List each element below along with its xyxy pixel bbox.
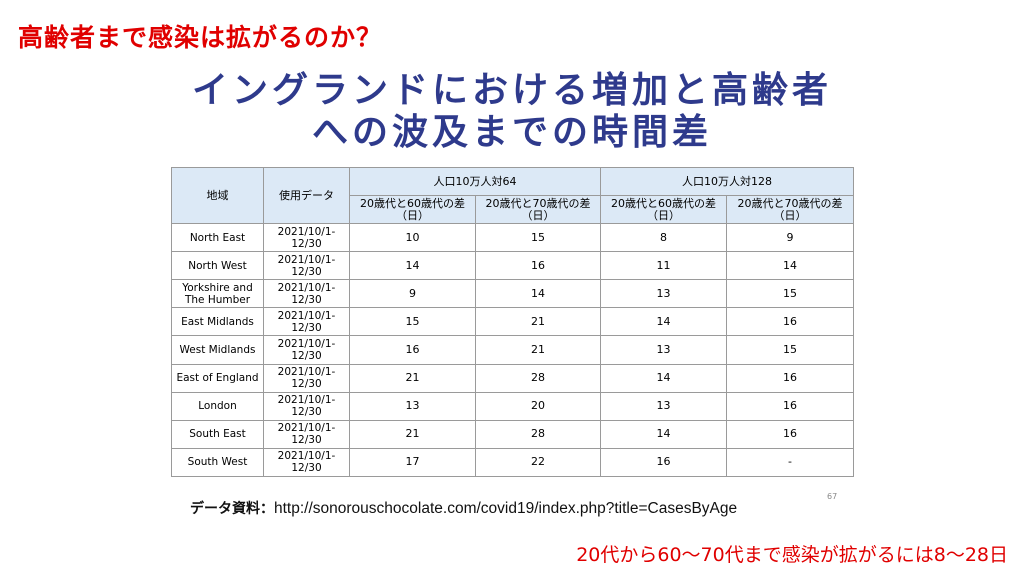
period-cell: 2021/10/1-12/30	[263, 251, 350, 281]
diff-128-60-cell: 8	[600, 222, 727, 253]
diff-64-60-cell: 21	[349, 363, 476, 393]
table-row: North East 2021/10/1-12/30 10 15 8 9	[171, 222, 854, 253]
table-row: Yorkshire and The Humber 2021/10/1-12/30 9…	[171, 279, 854, 309]
main-heading: イングランドにおける増加と高齢者 への波及までの時間差	[0, 70, 1024, 154]
header-group-128: 人口10万人対128	[600, 167, 854, 196]
table-row: West Midlands 2021/10/1-12/30 16 21 13 15	[171, 335, 854, 365]
diff-128-70-cell: 9	[726, 222, 854, 253]
diff-64-70-cell: 20	[475, 391, 601, 421]
data-table-container: 地域 使用データ 人口10万人対64 人口10万人対128 20歳代と60歳代の…	[171, 167, 854, 478]
diff-128-70-cell: 16	[726, 363, 854, 393]
region-cell: North West	[171, 251, 264, 281]
table-body: North East 2021/10/1-12/30 10 15 8 9 North Wes…	[171, 222, 854, 478]
diff-64-60-cell: 13	[349, 391, 476, 421]
diff-64-60-cell: 15	[349, 307, 476, 337]
diff-64-60-cell: 9	[349, 279, 476, 309]
source-citation: データ資料：http://sonorouschocolate.com/covid…	[190, 498, 737, 518]
diff-128-60-cell: 13	[600, 391, 727, 421]
diff-128-70-cell: 16	[726, 391, 854, 421]
region-cell: South West	[171, 447, 264, 478]
diff-64-70-cell: 28	[475, 419, 601, 449]
diff-128-60-cell: 16	[600, 447, 727, 478]
diff-128-60-cell: 14	[600, 363, 727, 393]
region-cell: West Midlands	[171, 335, 264, 365]
table-row: East of England 2021/10/1-12/30 21 28 14 16	[171, 363, 854, 393]
period-cell: 2021/10/1-12/30	[263, 391, 350, 421]
diff-128-70-cell: 16	[726, 419, 854, 449]
region-cell: South East	[171, 419, 264, 449]
header-period: 使用データ	[263, 167, 350, 224]
period-cell: 2021/10/1-12/30	[263, 335, 350, 365]
diff-64-60-cell: 17	[349, 447, 476, 478]
source-url: http://sonorouschocolate.com/covid19/ind…	[274, 500, 738, 517]
diff-128-60-cell: 14	[600, 307, 727, 337]
source-label: データ資料：	[190, 501, 274, 517]
region-cell: East Midlands	[171, 307, 264, 337]
header-diff-70: 20歳代と70歳代の差（日）	[726, 195, 854, 224]
table-row: South East 2021/10/1-12/30 21 28 14 16	[171, 419, 854, 449]
diff-64-70-cell: 21	[475, 335, 601, 365]
period-cell: 2021/10/1-12/30	[263, 363, 350, 393]
diff-128-60-cell: 11	[600, 251, 727, 281]
region-cell: North East	[171, 222, 264, 253]
page-number: 67	[827, 492, 838, 501]
region-cell: London	[171, 391, 264, 421]
main-heading-line-1: イングランドにおける増加と高齢者	[191, 70, 832, 111]
diff-64-70-cell: 16	[475, 251, 601, 281]
diff-128-70-cell: 15	[726, 279, 854, 309]
table-row: North West 2021/10/1-12/30 14 16 11 14	[171, 251, 854, 281]
conclusion-text: 20代から60～70代まで感染が拡がるには8～28日	[576, 544, 1008, 566]
table-row: East Midlands 2021/10/1-12/30 15 21 14 16	[171, 307, 854, 337]
age-gap-table: 地域 使用データ 人口10万人対64 人口10万人対128 20歳代と60歳代の…	[171, 167, 854, 478]
diff-64-60-cell: 16	[349, 335, 476, 365]
table-row: South West 2021/10/1-12/30 17 22 16-	[171, 447, 854, 478]
diff-64-70-cell: 15	[475, 222, 601, 253]
diff-128-60-cell: 13	[600, 279, 727, 309]
diff-64-70-cell: 22	[475, 447, 601, 478]
main-heading-line-2: への波及までの時間差	[311, 112, 712, 153]
period-cell: 2021/10/1-12/30	[263, 419, 350, 449]
diff-128-60-cell: 13	[600, 335, 727, 365]
diff-64-70-cell: 28	[475, 363, 601, 393]
region-cell: East of England	[171, 363, 264, 393]
diff-128-70-cell: 14	[726, 251, 854, 281]
region-cell: Yorkshire and The Humber	[171, 279, 264, 309]
table-row: London 2021/10/1-12/30 13 20 13 16	[171, 391, 854, 421]
period-cell: 2021/10/1-12/30	[263, 222, 350, 253]
diff-128-70-cell: 16	[726, 307, 854, 337]
diff-64-60-cell: 14	[349, 251, 476, 281]
period-cell: 2021/10/1-12/30	[263, 447, 350, 478]
header-diff-60: 20歳代と60歳代の差（日）	[600, 195, 727, 224]
diff-64-70-cell: 21	[475, 307, 601, 337]
diff-64-70-cell: 14	[475, 279, 601, 309]
header-diff-60: 20歳代と60歳代の差（日）	[349, 195, 476, 224]
diff-128-70-cell: -	[726, 447, 854, 478]
header-diff-70: 20歳代と70歳代の差（日）	[475, 195, 601, 224]
header-group-64: 人口10万人対64	[349, 167, 601, 196]
diff-64-60-cell: 21	[349, 419, 476, 449]
header-region: 地域	[171, 167, 264, 224]
diff-128-70-cell: 15	[726, 335, 854, 365]
period-cell: 2021/10/1-12/30	[263, 279, 350, 309]
diff-128-60-cell: 14	[600, 419, 727, 449]
slide-title: 高齢者まで感染は拡がるのか？	[18, 23, 383, 52]
period-cell: 2021/10/1-12/30	[263, 307, 350, 337]
diff-64-60-cell: 10	[349, 222, 476, 253]
